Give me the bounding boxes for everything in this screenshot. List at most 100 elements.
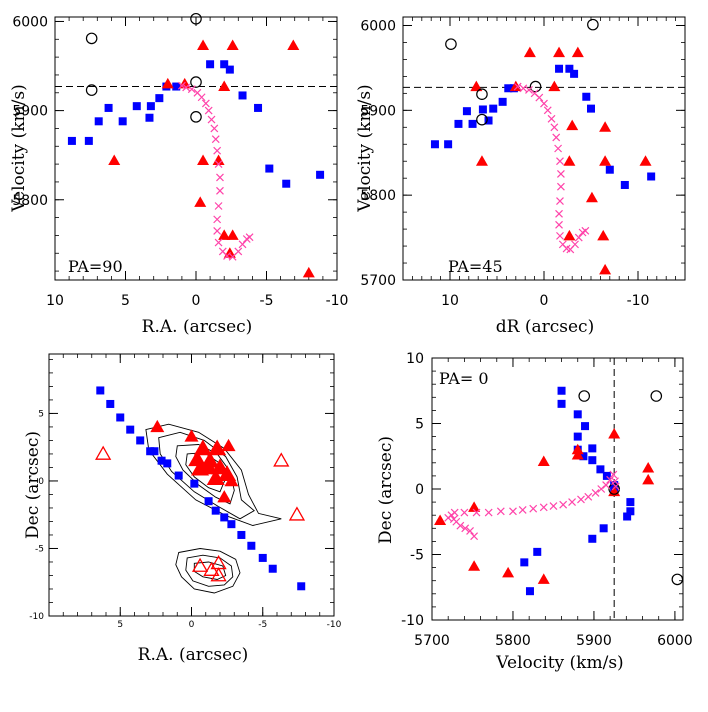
panel-4-y-axis-title: Dec (arcsec) bbox=[376, 436, 396, 544]
panel-4-square-point bbox=[579, 452, 588, 461]
panel-1-cross-point bbox=[238, 240, 247, 249]
panel-3-square-point bbox=[150, 447, 159, 456]
panel-4-cross-point bbox=[450, 508, 459, 517]
panel-2-square-point bbox=[647, 172, 656, 181]
panel-3-y-tick-label: -10 bbox=[29, 612, 44, 622]
panel-3-square-point bbox=[163, 459, 172, 468]
panel-1-minor-ticks bbox=[55, 17, 337, 280]
panel-2-triangle-filled-point bbox=[599, 121, 612, 132]
panel-3-square-point bbox=[204, 497, 213, 506]
panel-2-triangle-filled-point bbox=[597, 229, 610, 241]
panel-1-cross-point bbox=[213, 146, 222, 155]
panel-3-series-triangle-filled bbox=[150, 419, 239, 503]
panel-2-y-tick-label: 5800 bbox=[360, 188, 396, 204]
panel-1-cross-point bbox=[207, 115, 216, 124]
panel-2-triangle-filled-point bbox=[599, 155, 612, 166]
panel-1-square-point bbox=[104, 103, 113, 112]
panel-3-square-point bbox=[106, 399, 115, 408]
panel-2-square-point bbox=[504, 84, 513, 93]
panel-4-pa-label: PA= 0 bbox=[439, 369, 489, 388]
panel-4-cross-point bbox=[597, 485, 606, 493]
panel-1-square-point bbox=[254, 103, 263, 112]
panel-4-series-circle-open bbox=[578, 390, 684, 586]
panel-4-square-point bbox=[626, 507, 635, 516]
panel-4-cross-point bbox=[577, 495, 585, 504]
panel-2-x-tick-label: 10 bbox=[441, 293, 459, 309]
panel-2-square-point bbox=[430, 140, 439, 149]
panel-2-y-tick-label: 5900 bbox=[360, 103, 396, 119]
panel-4-square-point bbox=[525, 587, 534, 596]
panel-4: 5700 5800 5900 6000 -10 -5 0 5 10 PA= 0 Velocity (… bbox=[376, 351, 693, 673]
panel-4-cross-point bbox=[496, 507, 505, 516]
panel-1-square-point bbox=[67, 136, 76, 145]
panel-4-x-tick-label: 5800 bbox=[495, 633, 531, 649]
panel-4-square-point bbox=[588, 534, 597, 543]
panel-4-square-point bbox=[557, 399, 566, 408]
panel-1-y-tick-label: 5900 bbox=[12, 104, 48, 120]
panel-2-square-point bbox=[555, 64, 564, 73]
panel-2-square-point bbox=[478, 105, 487, 114]
panel-1-triangle-filled-point bbox=[194, 196, 207, 207]
panel-2-circle-open-point bbox=[445, 38, 457, 50]
panel-4-square-point bbox=[557, 386, 566, 395]
panel-4-y-tick-label: -10 bbox=[401, 613, 424, 629]
panel-1-triangle-filled-point bbox=[302, 266, 315, 278]
panel-2-x-axis-title: dR (arcsec) bbox=[496, 317, 594, 337]
panel-2-cross-point bbox=[571, 240, 579, 249]
main-emission-contour-mid bbox=[158, 431, 255, 520]
panel-2-cross-point bbox=[581, 226, 590, 235]
panel-3-triangle-filled-point bbox=[199, 458, 218, 475]
panel-3-triangle-filled-point bbox=[221, 438, 236, 452]
panel-1-series-square bbox=[67, 60, 325, 188]
panel-1-triangle-filled-point bbox=[197, 39, 210, 51]
panel-2-series-circle-open bbox=[445, 18, 599, 126]
panel-3-triangle-filled-point bbox=[206, 469, 225, 485]
panel-1-circle-open-point bbox=[190, 76, 202, 88]
panel-1-cross-point bbox=[213, 227, 222, 235]
panel-1-square-point bbox=[282, 179, 291, 188]
panel-4-cross-point bbox=[509, 507, 517, 516]
panel-2-triangle-filled-point bbox=[553, 46, 566, 58]
panel-2-series-square bbox=[430, 64, 656, 189]
panel-3-y-tick-label: 0 bbox=[38, 477, 44, 487]
panel-3-triangle-open-point bbox=[273, 452, 290, 467]
panel-1-square-point bbox=[220, 60, 229, 69]
panel-3-triangle-open-point bbox=[288, 506, 306, 521]
panel-1-series-circle-open bbox=[85, 12, 202, 123]
panel-2-cross-point bbox=[540, 99, 548, 108]
panel-2-triangle-filled-point bbox=[548, 80, 561, 92]
panel-2-x-tick-label: -10 bbox=[627, 293, 650, 309]
panel-4-cross-point bbox=[518, 506, 527, 514]
panel-1-cross-point bbox=[187, 85, 196, 94]
panel-3-triangle-filled-point bbox=[217, 490, 232, 503]
panel-4-triangle-filled-point bbox=[571, 448, 584, 460]
panel-4-square-point bbox=[626, 498, 635, 507]
panel-4-cross-point bbox=[470, 532, 479, 541]
panel-4-y-tick-label: -5 bbox=[410, 548, 424, 564]
panel-3-square-point bbox=[268, 564, 277, 573]
panel-4-cross-point bbox=[606, 475, 615, 484]
panel-3-triangle-open-point bbox=[203, 561, 220, 576]
panel-2-minor-ticks bbox=[403, 17, 685, 280]
panel-3-square-point bbox=[116, 413, 125, 422]
panel-4-square-point bbox=[596, 465, 605, 474]
panel-1-pa-label: PA=90 bbox=[68, 257, 123, 276]
panel-4-cross-point bbox=[611, 482, 620, 491]
panel-1-circle-open-point bbox=[190, 12, 202, 25]
panel-2-circle-open-point bbox=[587, 18, 599, 31]
panel-4-circle-open-point bbox=[671, 573, 684, 586]
panel-3: 5 0 -5 -10 -10 -5 0 5 R.A. (arcsec) Dec (arcsec) bbox=[23, 353, 342, 665]
panel-2-triangle-filled-point bbox=[563, 229, 576, 241]
panel-4-square-point bbox=[581, 422, 590, 431]
panel-1-square-point bbox=[238, 91, 247, 100]
south-emission-contour-mid bbox=[185, 554, 234, 587]
panel-4-circle-open-point bbox=[578, 390, 591, 402]
panel-1-y-axis-title: Velocity (km/s) bbox=[9, 84, 29, 212]
panel-3-square-point bbox=[174, 471, 183, 480]
panel-3-square-point bbox=[220, 513, 229, 522]
panel-1-square-point bbox=[145, 113, 154, 122]
panel-2-square-point bbox=[565, 64, 574, 73]
panel-3-x-tick-label: 0 bbox=[189, 620, 195, 630]
panel-3-triangle-filled-point bbox=[208, 439, 227, 456]
panel-1-series-cross bbox=[177, 81, 254, 261]
